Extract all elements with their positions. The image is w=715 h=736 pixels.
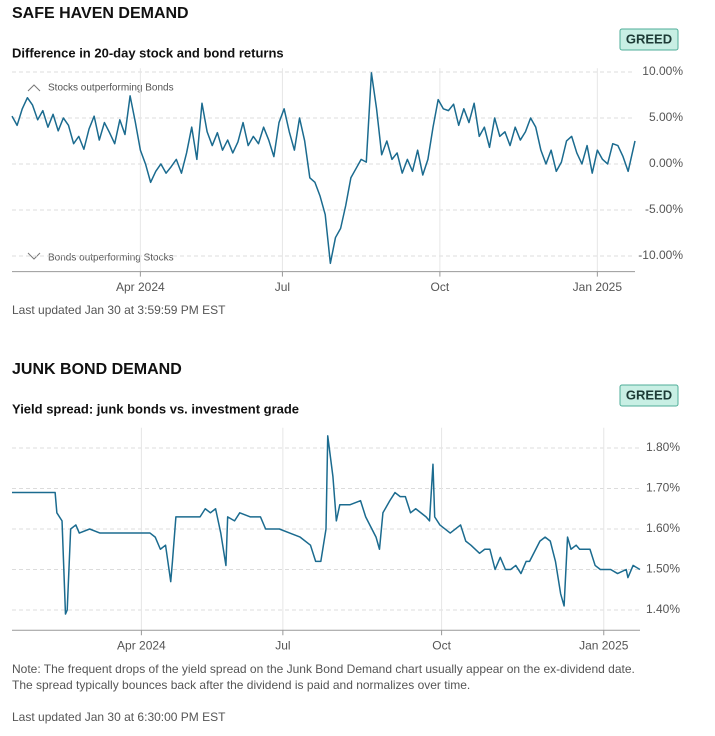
y-tick-label: -5.00% xyxy=(645,202,683,216)
section-heading: SAFE HAVEN DEMAND xyxy=(12,5,189,22)
y-tick-label: 1.80% xyxy=(646,440,680,454)
badge: GREED xyxy=(626,387,672,402)
footer: Last updated Jan 30 at 6:30:00 PM EST xyxy=(12,710,226,724)
y-tick-label: 1.40% xyxy=(646,602,680,616)
up-chevron xyxy=(27,84,41,92)
data-line xyxy=(11,72,636,265)
y-tick-label: 0.00% xyxy=(649,156,683,170)
x-tick-label: Oct xyxy=(432,638,451,652)
x-tick-label: Jul xyxy=(275,280,290,294)
badge-bg xyxy=(619,384,679,407)
chart-title: Difference in 20-day stock and bond retu… xyxy=(12,45,284,60)
x-tick-label: Jan 2025 xyxy=(579,638,629,652)
y-tick-label: 5.00% xyxy=(649,110,683,124)
x-tick-label: Apr 2024 xyxy=(117,638,166,652)
chart-title: Yield spread: junk bonds vs. investment … xyxy=(12,401,299,416)
x-tick-label: Apr 2024 xyxy=(116,280,165,294)
annotation: Stocks outperforming Bonds xyxy=(48,83,174,94)
section-heading: JUNK BOND DEMAND xyxy=(12,361,182,378)
y-tick-label: -10.00% xyxy=(638,248,683,262)
y-tick-label: 1.60% xyxy=(646,521,680,535)
x-tick-label: Jul xyxy=(275,638,290,652)
annotation: Bonds outperforming Stocks xyxy=(48,253,174,264)
note: The spread typically bounces back after … xyxy=(12,678,470,692)
badge-bg xyxy=(619,28,679,51)
badge: GREED xyxy=(626,31,672,46)
y-tick-label: 10.00% xyxy=(642,64,683,78)
y-tick-label: 1.70% xyxy=(646,481,680,495)
x-tick-label: Jan 2025 xyxy=(573,280,623,294)
down-chevron xyxy=(27,252,41,260)
note: Note: The frequent drops of the yield sp… xyxy=(12,662,635,676)
y-tick-label: 1.50% xyxy=(646,562,680,576)
x-tick-label: Oct xyxy=(431,280,450,294)
footer: Last updated Jan 30 at 3:59:59 PM EST xyxy=(12,303,226,317)
data-line xyxy=(12,435,641,615)
